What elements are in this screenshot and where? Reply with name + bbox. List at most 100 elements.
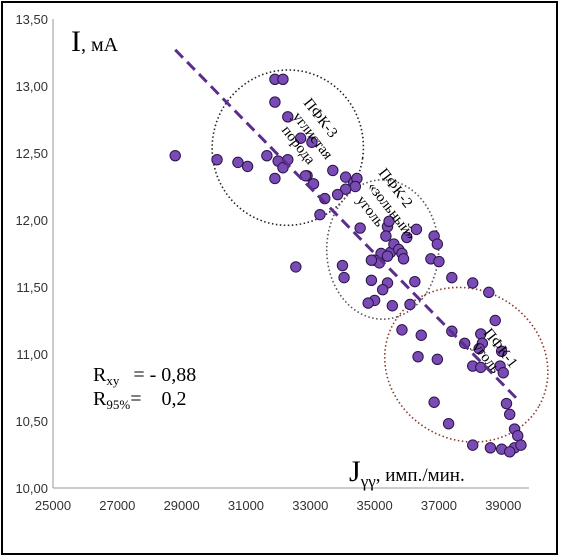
data-points xyxy=(169,73,527,458)
x-tick-label: 39000 xyxy=(485,498,521,513)
data-point xyxy=(386,300,399,312)
data-point xyxy=(338,271,350,284)
data-point xyxy=(376,283,389,296)
x-axis-title-unit: , имп./мин. xyxy=(376,465,465,486)
data-point xyxy=(354,222,366,234)
data-point xyxy=(431,353,444,366)
x-tick-label: 31000 xyxy=(228,498,264,513)
data-point xyxy=(380,230,392,242)
data-point xyxy=(497,367,509,379)
data-point xyxy=(410,223,423,236)
data-point xyxy=(495,345,508,358)
y-tick-labels: 10,00 10,50 11,00 11,50 12,00 12,50 13,00 13,50 xyxy=(15,12,48,496)
y-axis-title-main: I xyxy=(71,25,81,58)
x-tick-label: 25000 xyxy=(35,498,71,513)
data-point xyxy=(396,324,408,336)
data-point xyxy=(433,255,445,268)
y-axis-title-unit: , мА xyxy=(81,34,119,56)
rxy-main: R xyxy=(93,364,107,386)
data-point xyxy=(442,417,455,430)
data-point xyxy=(515,439,527,451)
data-point xyxy=(512,430,524,442)
data-point xyxy=(500,397,513,410)
data-point xyxy=(331,188,344,201)
stats-block: Rxy = - 0,88 R95%= 0,2 xyxy=(93,364,196,412)
data-point xyxy=(483,286,495,299)
data-point xyxy=(467,439,479,451)
rxy-sub: xy xyxy=(106,373,120,388)
x-tick-label: 35000 xyxy=(357,498,393,513)
data-point xyxy=(327,164,339,177)
data-point xyxy=(314,208,326,221)
rxy-line: Rxy = - 0,88 xyxy=(93,364,196,388)
y-tick-label: 11,00 xyxy=(16,347,48,362)
data-point xyxy=(446,271,458,284)
data-point xyxy=(261,149,273,162)
data-point xyxy=(336,259,349,272)
data-point xyxy=(306,136,318,148)
cluster-labels: ПФК-3углистаяпородаПФК-2«зольный»угольПФ… xyxy=(278,96,520,377)
data-point xyxy=(504,408,516,420)
data-point xyxy=(365,254,378,266)
x-axis-title: Jγγ, имп./мин. xyxy=(349,455,465,491)
data-point xyxy=(489,314,501,327)
r95-sub: 95% xyxy=(106,397,130,412)
data-point xyxy=(428,396,440,408)
r95-value: = 0,2 xyxy=(130,388,186,410)
data-point xyxy=(409,275,421,288)
data-point xyxy=(290,261,302,273)
y-tick-label: 12,50 xyxy=(15,146,48,161)
r95-line: R95%= 0,2 xyxy=(93,388,186,412)
x-tick-labels: 25000 27000 29000 31000 33000 35000 37000 39000 xyxy=(35,498,521,513)
rxy-value: = - 0,88 xyxy=(133,364,196,386)
axes xyxy=(52,19,529,489)
data-point xyxy=(339,183,352,195)
data-point xyxy=(383,215,395,228)
data-point xyxy=(169,149,181,162)
data-point xyxy=(404,298,416,311)
data-point xyxy=(294,132,307,144)
data-point xyxy=(415,329,427,341)
y-tick-label: 10,50 xyxy=(15,414,48,429)
cluster-ellipse xyxy=(211,69,365,227)
data-point xyxy=(282,111,294,123)
x-tick-label: 29000 xyxy=(164,498,200,513)
x-tick-label: 27000 xyxy=(99,498,135,513)
data-point xyxy=(211,154,223,166)
data-point xyxy=(349,180,362,193)
cluster-ellipse xyxy=(383,286,549,443)
data-point xyxy=(504,446,516,458)
y-axis-title: I, мА xyxy=(71,25,119,58)
y-tick-label: 12,00 xyxy=(15,213,48,228)
x-axis-title-sub: γγ xyxy=(360,472,377,491)
data-point xyxy=(467,277,479,289)
y-tick-label: 11,50 xyxy=(16,280,48,295)
data-point xyxy=(362,297,374,309)
data-point xyxy=(365,274,378,286)
y-tick-label: 13,50 xyxy=(15,12,48,27)
data-point xyxy=(381,250,394,262)
cluster-ellipse xyxy=(325,178,440,320)
data-point xyxy=(401,231,413,244)
y-tick-label: 10,00 xyxy=(15,481,48,496)
data-point xyxy=(269,96,281,108)
data-point xyxy=(484,442,497,454)
scatter-chart: 25000 27000 29000 31000 33000 35000 37000 39000… xyxy=(15,12,549,513)
data-point xyxy=(232,156,244,169)
data-point xyxy=(277,73,289,86)
r95-main: R xyxy=(93,388,107,410)
data-point xyxy=(412,350,424,363)
cluster-ellipses xyxy=(211,69,549,443)
x-tick-label: 33000 xyxy=(292,498,328,513)
data-point xyxy=(241,160,254,173)
data-point xyxy=(269,172,281,185)
x-tick-label: 37000 xyxy=(421,498,457,513)
data-point xyxy=(431,238,444,250)
x-axis-title-main: J xyxy=(349,455,361,488)
y-tick-label: 13,00 xyxy=(15,79,48,94)
trend-line xyxy=(174,48,519,401)
data-point xyxy=(473,342,485,355)
data-point xyxy=(397,253,410,265)
data-point xyxy=(299,170,312,182)
